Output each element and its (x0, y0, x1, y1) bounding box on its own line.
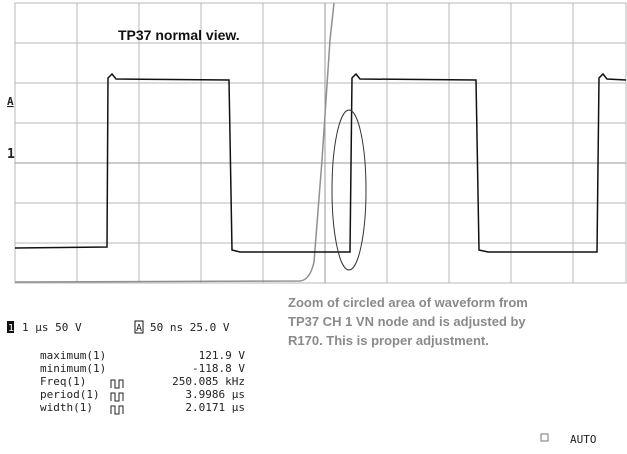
graticule (14, 2, 627, 284)
annotation-line: R170. This is proper adjustment. (288, 333, 489, 348)
measurement-label: minimum(1) (40, 362, 106, 375)
measurement-value: 3.9986 μs (185, 388, 245, 401)
waveform (14, 72, 627, 253)
measurement-value: 2.0171 μs (185, 401, 245, 414)
marker-ch1: 1 (7, 147, 15, 162)
timebase-setting: 50 ns 25.0 V (150, 321, 230, 334)
pulse-icon (110, 379, 124, 415)
status: AUTO (570, 433, 597, 446)
annotation-line: TP37 CH 1 VN node and is adjusted by (288, 314, 526, 329)
checkbox[interactable] (540, 433, 549, 442)
measurement-label: period(1) (40, 388, 100, 401)
measurement-value: 121.9 V (199, 349, 246, 362)
annotation-line: Zoom of circled area of waveform from (288, 295, 528, 310)
measurement-label: maximum(1) (40, 349, 106, 362)
zoom-waveform (14, 2, 335, 283)
measurement-value: -118.8 V (192, 362, 245, 375)
measurement-label: width(1) (40, 401, 93, 414)
circle-annotation (331, 109, 367, 271)
measurement-value: 250.085 kHz (172, 375, 245, 388)
channel-box (7, 321, 14, 333)
timebase-setting: 1 μs 50 V (22, 321, 82, 334)
graticule-border (14, 2, 627, 284)
marker-a: A (7, 95, 14, 108)
channel-box (134, 320, 144, 334)
channel-label: 1 (8, 323, 14, 334)
measurement-label: Freq(1) (40, 375, 86, 388)
channel-label: A (136, 323, 142, 334)
title: TP37 normal view. (118, 27, 240, 43)
